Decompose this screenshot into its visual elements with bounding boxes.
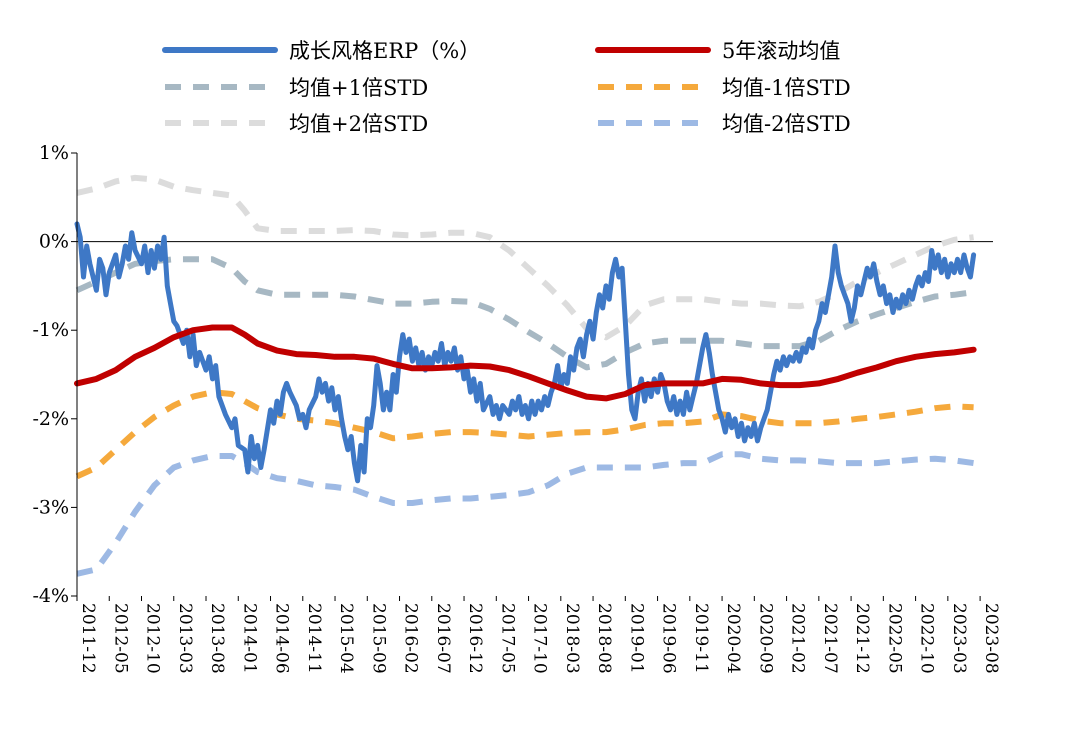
y-tick-label: -3% [32, 496, 69, 518]
legend-label-3: 均值-1倍STD [722, 76, 851, 100]
legend-label-0: 成长风格ERP（%） [289, 39, 480, 63]
x-tick-label: 2019-06 [659, 603, 679, 674]
x-tick-label: 2013-08 [207, 603, 227, 674]
x-tick-label: 2014-01 [239, 603, 259, 674]
x-axis-ticks: 2011-12 2012-05 2012-10 2013-03 2013-08 2014-… [76, 596, 1001, 674]
series-line-0 [74, 221, 977, 484]
series-layer [74, 174, 977, 577]
series-line-3 [75, 389, 974, 480]
x-tick-label: 2022-05 [884, 603, 904, 674]
y-tick-label: 0% [39, 231, 69, 253]
legend-label-1: 5年滚动均值 [722, 39, 840, 63]
x-tick-label: 2012-10 [143, 603, 163, 674]
x-tick-label: 2021-12 [852, 603, 872, 674]
x-tick-label: 2012-05 [110, 603, 130, 674]
x-tick-label: 2011-12 [78, 603, 98, 674]
y-axis-ticks: 1% 0% -1% -2% -3% -4% [32, 142, 77, 607]
series-line-5 [76, 451, 975, 577]
x-tick-label: 2015-09 [368, 603, 388, 674]
x-tick-label: 2018-03 [562, 603, 582, 674]
x-tick-label: 2016-02 [401, 603, 421, 674]
x-tick-label: 2018-08 [594, 603, 614, 674]
x-tick-label: 2016-12 [465, 603, 485, 674]
x-tick-label: 2016-07 [433, 603, 453, 674]
x-tick-label: 2013-03 [175, 603, 195, 674]
x-tick-label: 2019-11 [691, 603, 711, 674]
legend-label-2: 均值+1倍STD [289, 76, 428, 100]
x-tick-label: 2023-03 [949, 603, 969, 674]
x-tick-label: 2014-11 [304, 603, 324, 674]
y-tick-label: -4% [32, 585, 69, 607]
y-tick-label: -2% [32, 408, 69, 430]
x-tick-label: 2015-04 [336, 603, 356, 674]
x-tick-label: 2017-05 [497, 603, 517, 674]
x-tick-label: 2019-01 [626, 603, 646, 674]
series-line-4 [76, 174, 975, 341]
series-line-2 [75, 256, 975, 371]
legend-label-4: 均值+2倍STD [289, 112, 428, 136]
x-tick-label: 2020-04 [723, 603, 743, 674]
x-tick-label: 2023-08 [981, 603, 1001, 674]
x-tick-label: 2022-10 [917, 603, 937, 674]
x-tick-label: 2021-07 [820, 603, 840, 674]
series-line-1 [74, 324, 977, 402]
x-tick-label: 2021-02 [788, 603, 808, 674]
x-tick-label: 2020-09 [755, 603, 775, 674]
x-tick-label: 2017-10 [530, 603, 550, 674]
legend-label-5: 均值-2倍STD [722, 112, 851, 136]
x-tick-label: 2014-06 [272, 603, 292, 674]
y-tick-label: -1% [32, 319, 69, 341]
y-tick-label: 1% [39, 142, 69, 164]
